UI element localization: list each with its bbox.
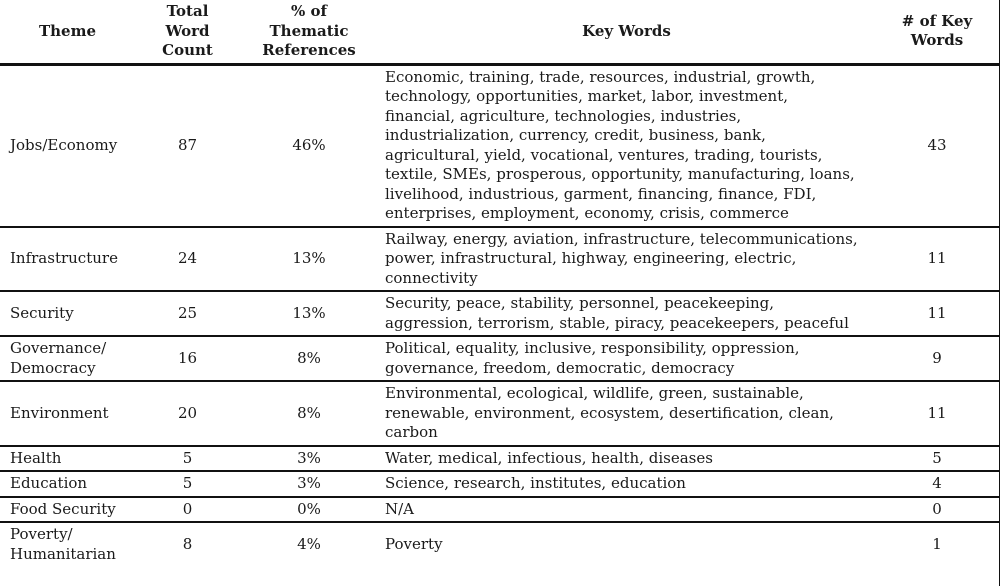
key-words-cell: Poverty bbox=[378, 521, 875, 586]
num-key-words-cell: 11 bbox=[875, 380, 1000, 446]
table-body: Jobs/Economy 87 46% Economic, training, … bbox=[0, 64, 1000, 586]
table-row-poverty-humanitarian: Poverty/ Humanitarian 8 4% Poverty 1 bbox=[0, 521, 1000, 586]
total-word-count-cell: 5 bbox=[135, 444, 240, 471]
theme-cell: Governance/ Democracy bbox=[0, 335, 135, 381]
theme-cell: Poverty/ Humanitarian bbox=[0, 521, 135, 586]
key-words-cell: Railway, energy, aviation, infrastructur… bbox=[378, 225, 875, 291]
table-row-environment: Environment 20 8% Environmental, ecologi… bbox=[0, 380, 1000, 446]
key-words-cell: Environmental, ecological, wildlife, gre… bbox=[378, 380, 875, 446]
num-key-words-cell: 4 bbox=[875, 470, 1000, 497]
theme-cell: Jobs/Economy bbox=[10, 135, 118, 154]
num-key-words-cell: 0 bbox=[875, 495, 1000, 522]
pct-references-cell: 8% bbox=[240, 380, 378, 446]
total-word-count-cell: 87 bbox=[177, 135, 198, 154]
total-word-count-cell: 8 bbox=[135, 521, 240, 586]
num-key-words-cell: 43 bbox=[875, 64, 1000, 227]
num-key-words-cell: 1 bbox=[875, 521, 1000, 586]
pct-references-cell: 4% bbox=[240, 521, 378, 586]
key-words-cell: N/A bbox=[378, 495, 875, 522]
num-key-words-cell: 11 bbox=[875, 225, 1000, 291]
table-row-governance-democracy: Governance/ Democracy 16 8% Political, e… bbox=[0, 335, 1000, 381]
header-total-word-count: Total Word Count bbox=[135, 0, 240, 66]
num-key-words-cell: 11 bbox=[875, 290, 1000, 336]
total-word-count-cell: 0 bbox=[135, 495, 240, 522]
pct-references-cell: 3% bbox=[240, 470, 378, 497]
header-key-words: Key Words bbox=[378, 0, 875, 66]
pct-references-cell: 8% bbox=[240, 335, 378, 381]
header-pct-thematic-references: % of Thematic References bbox=[240, 0, 378, 66]
total-word-count-cell: 5 bbox=[135, 470, 240, 497]
key-words-cell: Science, research, institutes, education bbox=[378, 470, 875, 497]
table-row-education: Education 5 3% Science, research, instit… bbox=[0, 470, 1000, 497]
pct-references-cell: 0% bbox=[240, 495, 378, 522]
total-word-count-cell: 16 bbox=[135, 335, 240, 381]
theme-cell: Environment bbox=[0, 380, 135, 446]
pct-references-cell: 3% bbox=[240, 444, 378, 471]
key-words-cell: Water, medical, infectious, health, dise… bbox=[378, 444, 875, 471]
table-header: Theme Total Word Count % of Thematic Ref… bbox=[0, 0, 1000, 66]
num-key-words-cell: 5 bbox=[875, 444, 1000, 471]
table-row-security: Security 25 13% Security, peace, stabili… bbox=[0, 290, 1000, 336]
key-words-cell: Security, peace, stability, personnel, p… bbox=[378, 290, 875, 336]
theme-cell: Health bbox=[0, 444, 135, 471]
total-word-count-cell: 20 bbox=[135, 380, 240, 446]
theme-cell: Infrastructure bbox=[0, 225, 135, 291]
header-row: Theme Total Word Count % of Thematic Ref… bbox=[0, 0, 1000, 66]
theme-cell: Food Security bbox=[0, 495, 135, 522]
key-words-cell: Political, equality, inclusive, responsi… bbox=[378, 335, 875, 381]
theme-cell: Security bbox=[0, 290, 135, 336]
table-row-food-security: Food Security 0 0% N/A 0 bbox=[0, 495, 1000, 522]
table-row-infrastructure: Infrastructure 24 13% Railway, energy, a… bbox=[0, 225, 1000, 291]
total-word-count-cell: 24 bbox=[135, 225, 240, 291]
table-row-jobs-economy: Jobs/Economy 87 46% Economic, training, … bbox=[0, 64, 1000, 227]
pct-references-cell: 13% bbox=[240, 290, 378, 336]
header-num-key-words: # of Key Words bbox=[875, 0, 1000, 66]
pct-references-cell: 46% bbox=[292, 135, 326, 154]
theme-cell: Education bbox=[0, 470, 135, 497]
total-word-count-cell: 25 bbox=[135, 290, 240, 336]
num-key-words-cell: 9 bbox=[875, 335, 1000, 381]
header-theme: Theme bbox=[0, 0, 135, 66]
table-row-health: Health 5 3% Water, medical, infectious, … bbox=[0, 444, 1000, 471]
pct-references-cell: 13% bbox=[240, 225, 378, 291]
key-words-cell: Economic, training, trade, resources, in… bbox=[385, 67, 855, 223]
